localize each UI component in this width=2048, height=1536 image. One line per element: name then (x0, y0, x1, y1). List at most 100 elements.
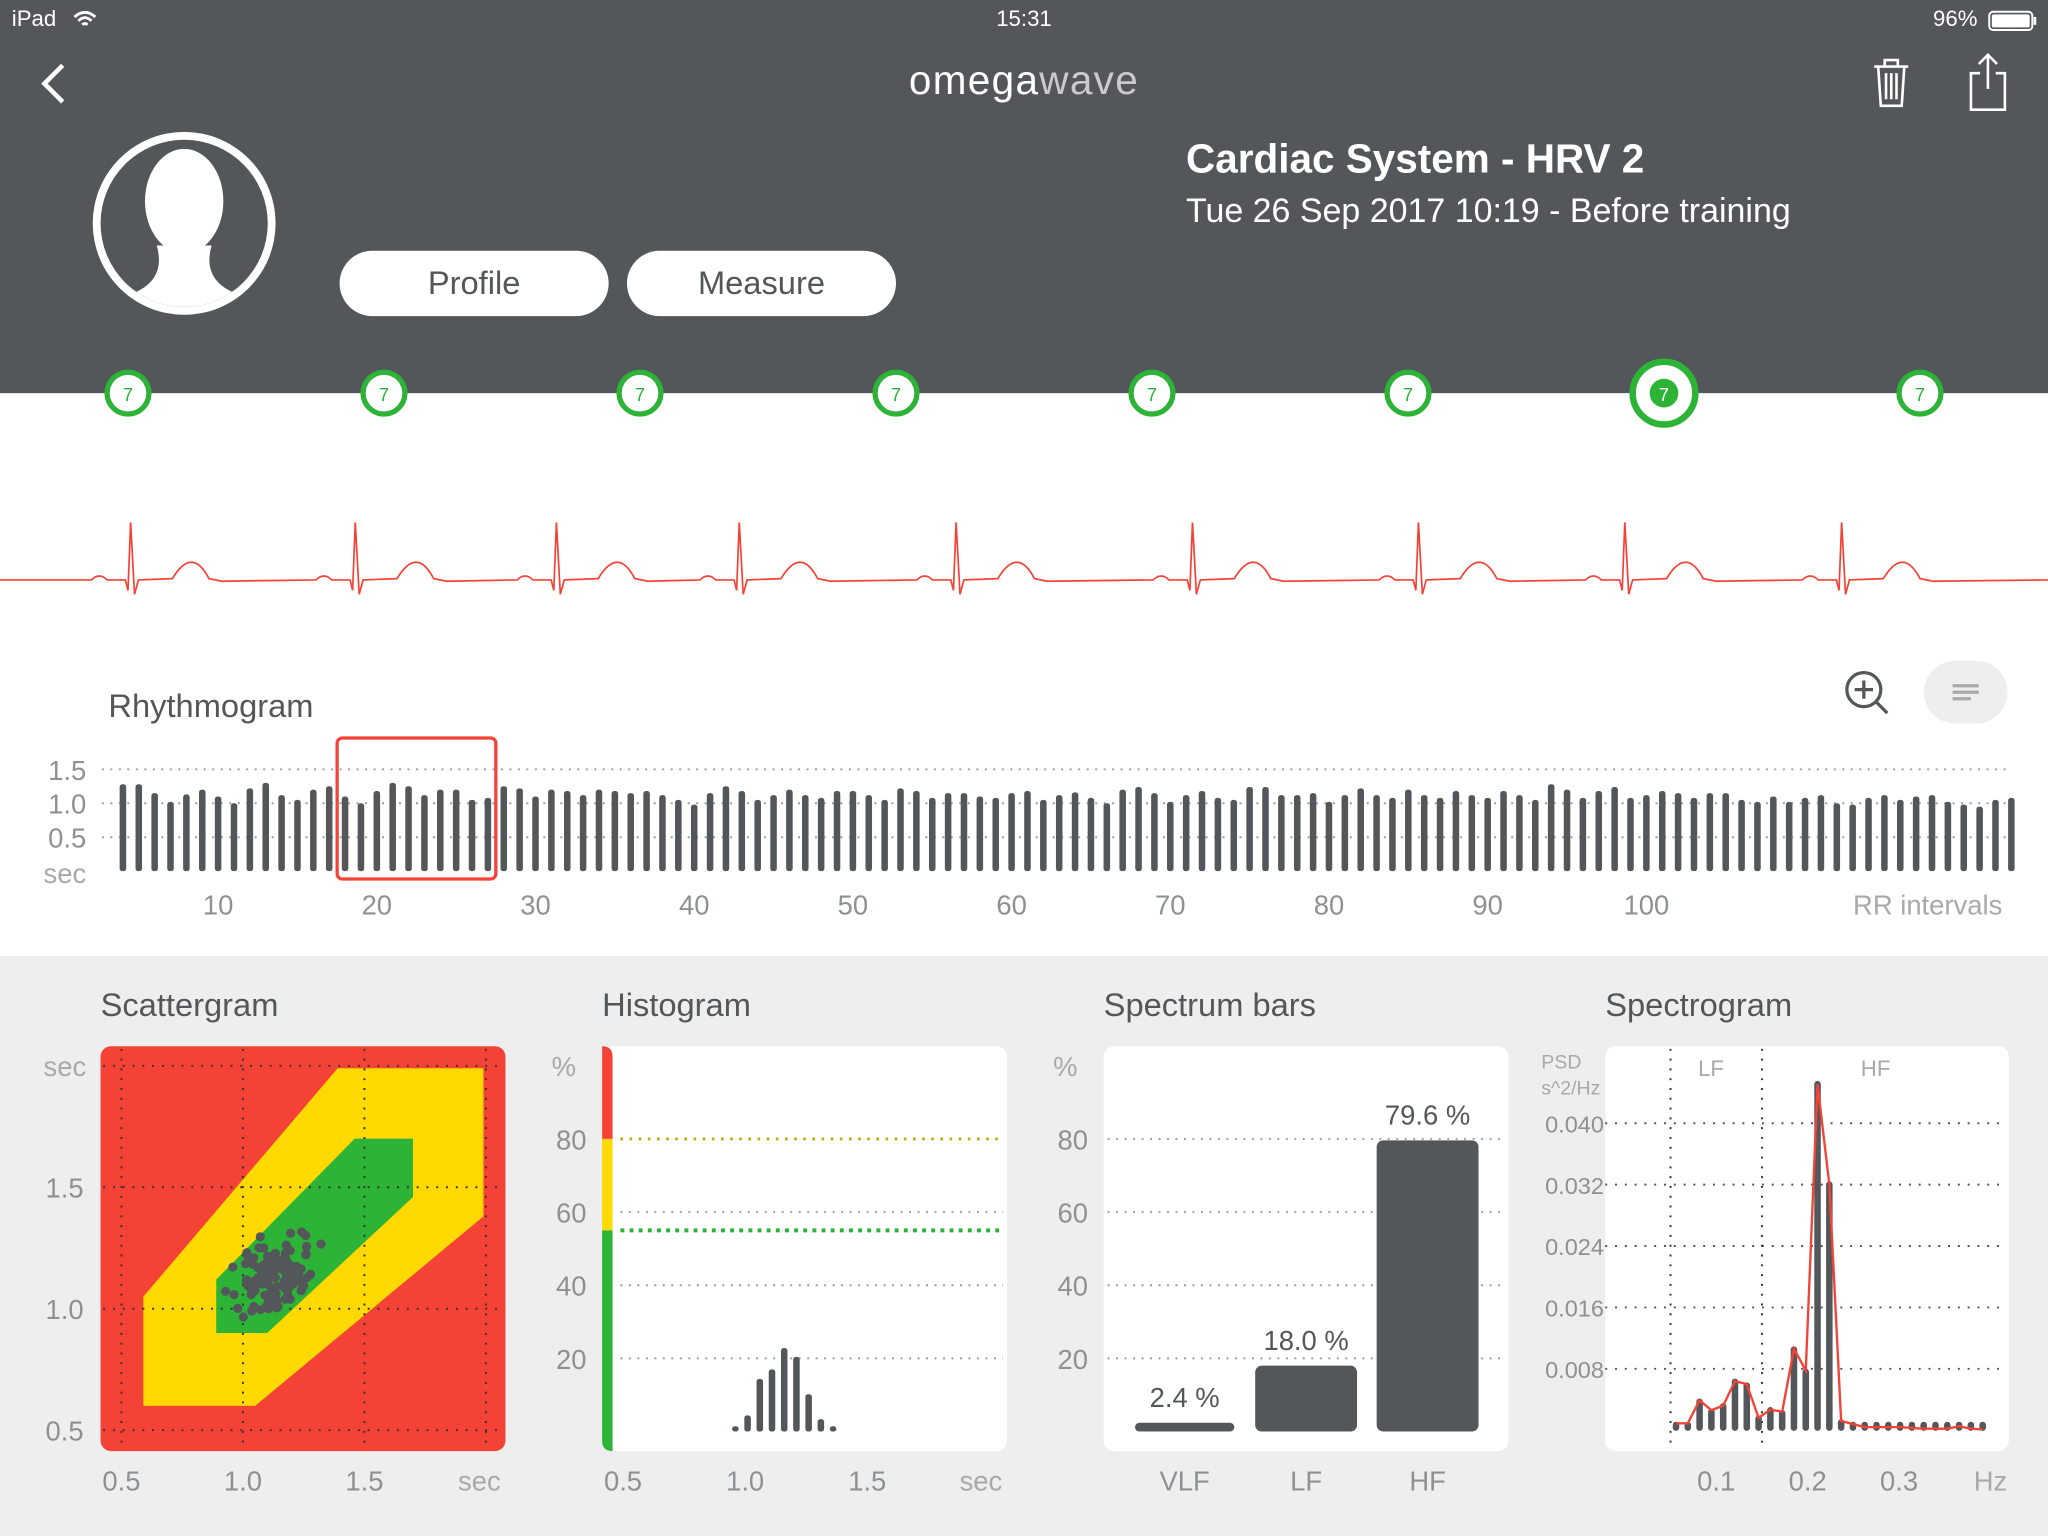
rhythmogram-bar (659, 795, 666, 872)
histogram-y-tick: 60 (556, 1198, 586, 1229)
zoom-in-icon[interactable] (1842, 669, 1892, 716)
rhythmogram-bar (1040, 799, 1047, 872)
rhythmogram-bar (706, 793, 714, 872)
rhythmogram-x-label: RR intervals (1853, 889, 2002, 920)
rhythmogram-bar (262, 782, 269, 872)
timeline-marker-label: 7 (1659, 384, 1669, 405)
rhythmogram-bar (230, 803, 238, 872)
back-chevron-icon[interactable] (37, 60, 71, 107)
timeline-marker[interactable]: 7 (1629, 358, 1699, 428)
timeline-marker[interactable]: 7 (872, 369, 920, 417)
device-label: iPad (11, 6, 57, 32)
timeline-marker-label: 7 (1403, 384, 1413, 405)
rhythmogram-bar (278, 795, 285, 872)
rhythmogram-bar (817, 797, 825, 872)
rhythmogram-bar (151, 793, 158, 872)
rhythmogram-bar (563, 791, 571, 872)
rhythmogram-bar (373, 791, 381, 872)
spectrogram-y-tick: 0.032 (1545, 1173, 1604, 1199)
chart-menu-button[interactable] (1923, 660, 2008, 724)
scattergram-point (286, 1228, 296, 1238)
rhythmogram-bar (722, 786, 730, 872)
timeline-marker-label: 7 (1147, 384, 1157, 405)
rhythmogram-bar (1484, 797, 1491, 872)
rhythmogram-bar (1246, 786, 1253, 872)
rhythmogram-bar (1420, 795, 1428, 872)
timeline-marker[interactable]: 7 (104, 369, 152, 417)
rhythmogram-bar (1690, 797, 1698, 872)
spectrum-bar-category: HF (1409, 1465, 1446, 1496)
spectrogram-y-tick: 0.040 (1545, 1111, 1604, 1137)
rhythmogram-x-tick: 30 (520, 889, 550, 920)
rhythmogram-bar (1849, 804, 1856, 872)
rhythmogram-bar (1055, 795, 1063, 872)
histogram-x-tick: 0.5 (604, 1465, 642, 1496)
histogram-bar (780, 1348, 788, 1432)
rhythmogram-bar (1135, 786, 1142, 872)
rhythmogram-bar (1754, 801, 1761, 872)
spectrum-bar-value-label: 2.4 % (1150, 1382, 1220, 1413)
rhythmogram-bar (1563, 789, 1571, 872)
scattergram-point (276, 1255, 287, 1265)
rhythmogram-bar (786, 789, 793, 872)
timeline-marker[interactable]: 7 (616, 369, 664, 417)
profile-button[interactable]: Profile (339, 250, 609, 317)
battery-icon (1988, 10, 2037, 32)
histogram-yellow-zone (602, 1138, 613, 1231)
timeline-marker[interactable]: 7 (1128, 369, 1176, 417)
timeline-marker[interactable]: 7 (360, 369, 408, 417)
timeline-marker[interactable]: 7 (1384, 369, 1432, 417)
scattergram-point (263, 1275, 274, 1285)
timeline-marker[interactable]: 7 (1896, 369, 1944, 417)
trash-icon[interactable] (1870, 56, 1912, 108)
rhythmogram-bar (1801, 797, 1809, 872)
menu-lines-icon (1952, 684, 1979, 701)
scattergram-point (243, 1251, 253, 1261)
rhythmogram-bar (500, 786, 508, 872)
scattergram-point (270, 1272, 281, 1283)
scattergram-point (286, 1265, 296, 1275)
histogram-red-zone (602, 1046, 613, 1139)
rhythmogram-bar (579, 795, 587, 872)
histogram-bar (793, 1356, 800, 1432)
rhythmogram-bar (484, 797, 492, 872)
rhythmogram-bar (1643, 795, 1650, 872)
rhythmogram-bar (1151, 793, 1158, 872)
rhythmogram-bar (754, 799, 761, 872)
rhythmogram-bar (1198, 791, 1206, 872)
rhythmogram-bar (389, 782, 396, 872)
rhythmogram-bar (1293, 795, 1301, 872)
rhythmogram-bar (770, 795, 777, 872)
timeline-marker-label: 7 (1915, 384, 1925, 405)
rhythmogram-bar (690, 804, 698, 872)
spectrogram-y-tick: 0.016 (1545, 1296, 1604, 1322)
rhythmogram-bar (532, 796, 539, 872)
rhythmogram-x-tick: 40 (679, 889, 709, 920)
rhythmogram-selection-window[interactable] (335, 736, 498, 881)
rhythmogram-bar (1785, 801, 1793, 872)
scattergram-point (297, 1227, 307, 1237)
histogram-bar (829, 1426, 837, 1432)
avatar-icon[interactable] (89, 128, 280, 319)
histogram-bar (817, 1419, 825, 1432)
rhythmogram-bar (1658, 791, 1666, 872)
rhythmogram-bar (198, 789, 206, 872)
scattergram-point (220, 1286, 231, 1296)
rhythmogram-bar (1278, 795, 1285, 872)
timeline-marker-ring (104, 369, 152, 417)
spectrogram-y-tick: 0.008 (1545, 1357, 1604, 1383)
spectrum-bars-y-unit: % (1053, 1051, 1077, 1082)
rhythmogram-title: Rhythmogram (108, 688, 314, 725)
rhythmogram-bar (1706, 793, 1714, 872)
spectrum-bar-vlf (1135, 1422, 1235, 1432)
histogram-x-tick: 1.0 (726, 1465, 764, 1496)
rhythmogram-bar (1976, 806, 1983, 872)
rhythmogram-bar (595, 789, 603, 872)
share-icon[interactable] (1966, 52, 2010, 112)
rhythmogram-bar (421, 795, 428, 872)
rhythmogram-y-tick: 0.5 (48, 823, 86, 854)
rhythmogram-bar (1611, 786, 1618, 872)
measure-button[interactable]: Measure (626, 250, 896, 317)
rhythmogram-bar (1167, 801, 1174, 872)
